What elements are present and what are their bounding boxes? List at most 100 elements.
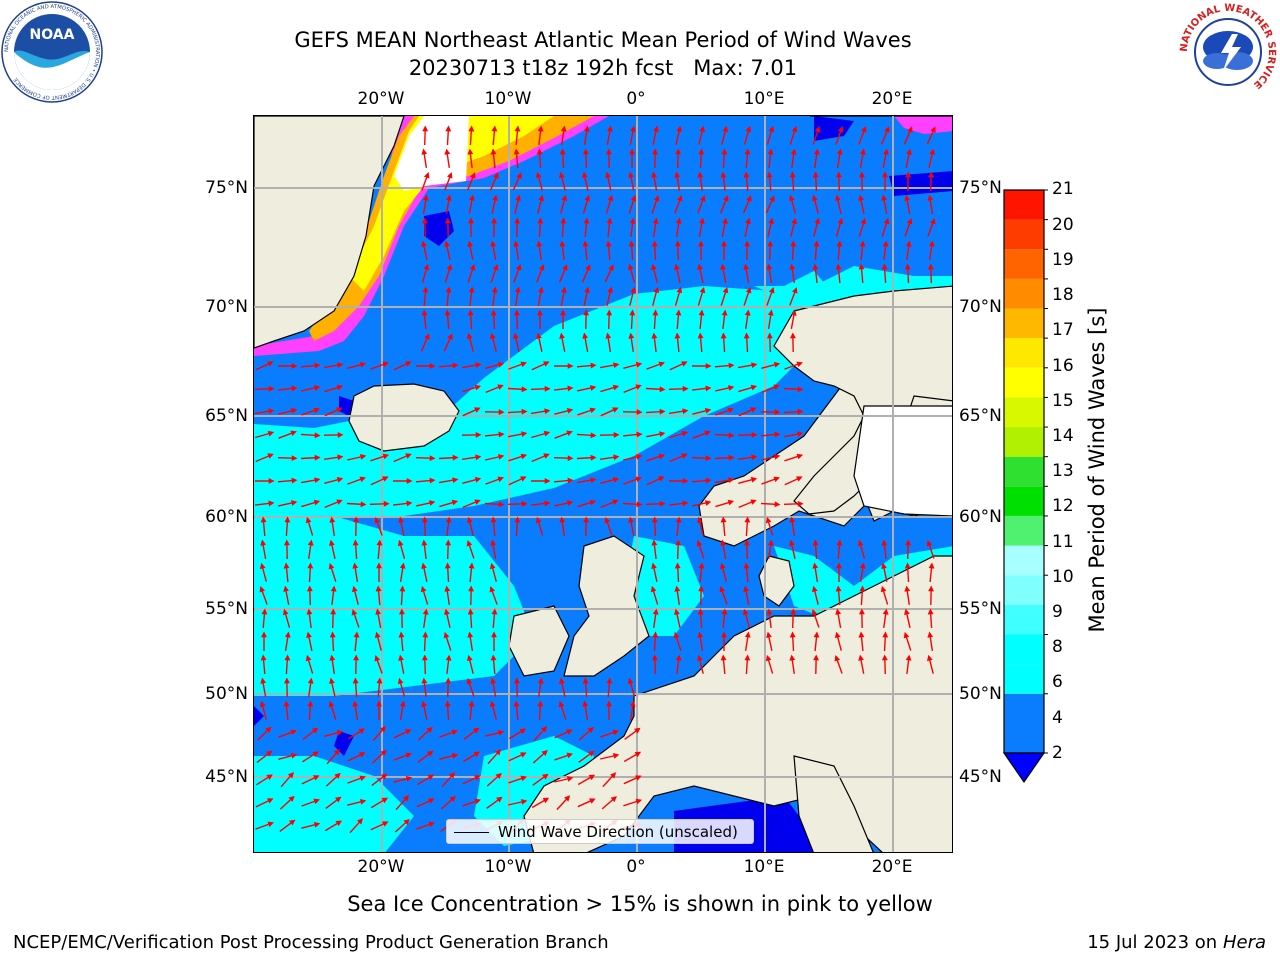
wave-direction-arrowhead xyxy=(567,385,574,392)
wave-direction-arrowhead xyxy=(359,454,367,460)
wave-direction-arrowhead xyxy=(743,585,749,592)
wave-direction-arrowhead xyxy=(882,608,889,615)
wave-direction-arrowhead xyxy=(744,516,751,523)
wave-direction-arrowhead xyxy=(537,125,544,132)
wave-direction-arrowhead xyxy=(790,309,797,316)
wave-direction-arrowhead xyxy=(421,240,427,248)
wave-direction-arrowhead xyxy=(607,286,613,294)
wave-direction-arrowhead xyxy=(811,585,818,593)
wave-direction-arrowhead xyxy=(514,516,521,523)
great-britain xyxy=(563,535,650,677)
wave-direction-arrowhead xyxy=(928,562,935,569)
wave-direction-arrowhead xyxy=(261,608,268,615)
wave-direction-arrowhead xyxy=(452,477,459,484)
wave-direction-arrowhead xyxy=(790,148,797,155)
wave-direction-arrowhead xyxy=(696,540,703,547)
wave-direction-arrowhead xyxy=(444,309,451,316)
wave-direction-arrowhead xyxy=(267,453,274,459)
wave-direction-arrowhead xyxy=(674,608,680,616)
wave-direction-arrowhead xyxy=(259,700,266,708)
wave-direction-arrowhead xyxy=(590,362,597,369)
wave-direction-arrowhead xyxy=(929,218,936,225)
wave-direction-arrowhead xyxy=(720,539,727,546)
wave-direction-arrowhead xyxy=(427,774,434,781)
wave-direction-arrowhead xyxy=(307,539,314,546)
wave-direction-arrowhead xyxy=(673,631,680,639)
wave-direction-arrowhead xyxy=(334,772,341,779)
wave-direction-arrowhead xyxy=(559,516,566,523)
wave-direction-arrowhead xyxy=(559,677,565,685)
wave-direction-arrowhead xyxy=(520,476,527,482)
wave-direction-arrowhead xyxy=(397,677,404,685)
wave-direction-arrowhead xyxy=(376,677,383,684)
wave-direction-arrowhead xyxy=(421,700,427,708)
wave-direction-arrowhead xyxy=(652,148,659,155)
wave-direction-arrowhead xyxy=(490,240,497,247)
wave-direction-arrowhead xyxy=(543,453,550,459)
wave-direction-arrowhead xyxy=(313,499,321,506)
wave-direction-arrowhead xyxy=(837,126,844,133)
wave-direction-arrowhead xyxy=(773,454,781,460)
wave-direction-arrowhead xyxy=(628,516,634,523)
wave-direction-arrowhead xyxy=(444,148,451,155)
wave-direction-arrowhead xyxy=(467,608,474,615)
wave-direction-arrowhead xyxy=(698,585,705,592)
colorbar xyxy=(1000,186,1048,786)
wave-direction-arrowhead xyxy=(567,477,574,484)
wave-direction-arrowhead xyxy=(451,752,459,759)
wave-direction-arrowhead xyxy=(582,171,588,179)
legend-label: Wind Wave Direction (unscaled) xyxy=(498,823,738,841)
wave-direction-arrowhead xyxy=(428,798,435,804)
wave-direction-arrowhead xyxy=(766,171,773,178)
wave-direction-arrowhead xyxy=(766,332,773,339)
wave-direction-arrowhead xyxy=(904,194,911,201)
lat-tick-left: 55°N xyxy=(205,599,248,619)
wave-direction-arrowhead xyxy=(543,361,550,367)
wave-direction-arrowhead xyxy=(905,539,912,546)
wave-direction-arrowhead xyxy=(330,585,337,592)
wave-direction-arrowhead xyxy=(789,539,795,547)
wave-direction-arrowhead xyxy=(421,309,428,316)
wave-direction-arrowhead xyxy=(336,407,343,413)
wave-direction-arrowhead xyxy=(562,264,568,271)
wave-direction-arrowhead xyxy=(743,562,750,569)
lat-tick-right: 70°N xyxy=(959,297,1002,317)
wave-direction-arrowhead xyxy=(382,821,389,827)
wave-direction-arrowhead xyxy=(927,194,934,201)
wave-direction-arrowhead xyxy=(421,677,428,684)
wave-direction-arrowhead xyxy=(653,195,660,202)
wave-direction-arrowhead xyxy=(583,125,590,132)
wave-direction-arrowhead xyxy=(268,478,275,484)
wave-direction-arrowhead xyxy=(290,407,298,414)
wave-direction-arrowhead xyxy=(860,217,867,225)
colorbar-under-extension xyxy=(1002,752,1046,784)
lon-tick-bottom: 10°E xyxy=(743,857,785,877)
colorbar-band xyxy=(1004,486,1044,516)
wave-direction-arrowhead xyxy=(492,194,498,202)
wave-direction-arrowhead xyxy=(797,500,804,507)
wave-direction-arrowhead xyxy=(606,125,613,132)
wave-direction-arrowhead xyxy=(750,384,758,391)
wave-direction-arrowhead xyxy=(468,585,475,592)
wave-direction-arrowhead xyxy=(588,750,595,757)
wave-direction-arrowhead xyxy=(558,700,565,708)
wave-direction-arrowhead xyxy=(926,654,933,662)
lat-tick-left: 65°N xyxy=(205,406,248,426)
colorbar-tick: 4 xyxy=(1052,708,1063,728)
wave-direction-arrowhead xyxy=(767,240,774,247)
wave-direction-arrowhead xyxy=(727,499,735,506)
wave-direction-arrowhead xyxy=(451,729,458,736)
wave-direction-arrowhead xyxy=(358,728,365,735)
wave-direction-arrowhead xyxy=(652,309,659,316)
wave-direction-arrowhead xyxy=(542,797,550,804)
wave-direction-arrowhead xyxy=(813,240,820,247)
wave-direction-arrowhead xyxy=(652,608,659,615)
wave-direction-arrowhead xyxy=(329,631,336,638)
wave-direction-arrowhead xyxy=(567,455,574,462)
wave-direction-arrowhead xyxy=(493,172,499,179)
wave-direction-arrowhead xyxy=(307,700,314,707)
wave-direction-arrowhead xyxy=(582,148,589,155)
wave-direction-arrowhead xyxy=(421,148,428,155)
lon-tick-bottom: 20°W xyxy=(357,857,405,877)
wave-direction-arrowhead xyxy=(681,361,688,367)
